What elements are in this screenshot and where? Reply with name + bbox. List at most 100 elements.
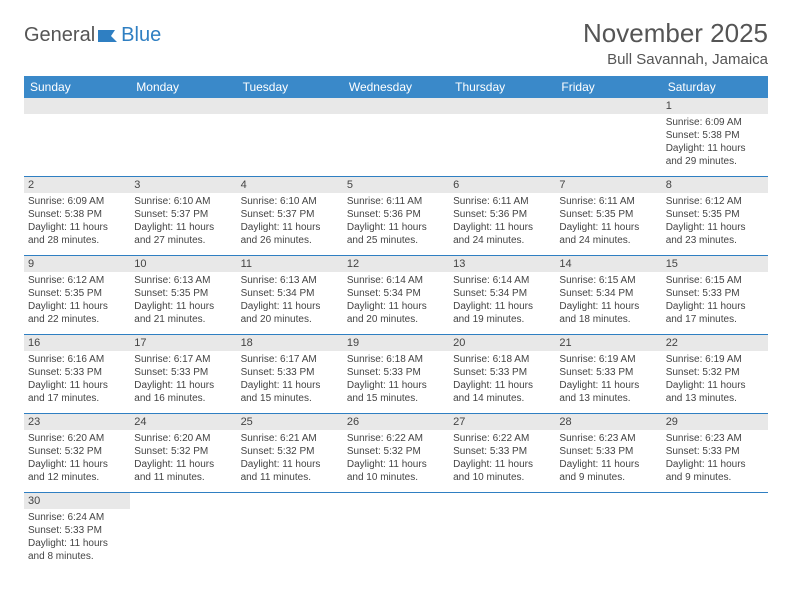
weekday-header: Thursday	[449, 76, 555, 98]
weekday-header: Monday	[130, 76, 236, 98]
title-block: November 2025 Bull Savannah, Jamaica	[583, 18, 768, 68]
calendar-cell	[662, 493, 768, 572]
daylight-text: Daylight: 11 hours and 13 minutes.	[559, 379, 657, 405]
day-content: Sunrise: 6:13 AMSunset: 5:34 PMDaylight:…	[237, 272, 343, 328]
calendar-cell: 8Sunrise: 6:12 AMSunset: 5:35 PMDaylight…	[662, 177, 768, 256]
day-number: 30	[24, 493, 130, 509]
sunset-text: Sunset: 5:33 PM	[347, 366, 445, 379]
sunrise-text: Sunrise: 6:19 AM	[559, 353, 657, 366]
day-number: 2	[24, 177, 130, 193]
sunrise-text: Sunrise: 6:21 AM	[241, 432, 339, 445]
day-number-empty	[237, 98, 343, 114]
day-number: 21	[555, 335, 661, 351]
header: General Blue November 2025 Bull Savannah…	[24, 18, 768, 68]
day-content: Sunrise: 6:23 AMSunset: 5:33 PMDaylight:…	[555, 430, 661, 486]
sunset-text: Sunset: 5:33 PM	[666, 445, 764, 458]
day-number: 1	[662, 98, 768, 114]
sunset-text: Sunset: 5:34 PM	[347, 287, 445, 300]
day-number: 28	[555, 414, 661, 430]
day-content: Sunrise: 6:11 AMSunset: 5:35 PMDaylight:…	[555, 193, 661, 249]
day-content: Sunrise: 6:11 AMSunset: 5:36 PMDaylight:…	[449, 193, 555, 249]
calendar-cell	[449, 493, 555, 572]
calendar-cell: 11Sunrise: 6:13 AMSunset: 5:34 PMDayligh…	[237, 256, 343, 335]
calendar-cell: 26Sunrise: 6:22 AMSunset: 5:32 PMDayligh…	[343, 414, 449, 493]
calendar-row: 2Sunrise: 6:09 AMSunset: 5:38 PMDaylight…	[24, 177, 768, 256]
sunset-text: Sunset: 5:33 PM	[559, 366, 657, 379]
calendar-cell: 20Sunrise: 6:18 AMSunset: 5:33 PMDayligh…	[449, 335, 555, 414]
calendar-cell: 23Sunrise: 6:20 AMSunset: 5:32 PMDayligh…	[24, 414, 130, 493]
day-content: Sunrise: 6:17 AMSunset: 5:33 PMDaylight:…	[130, 351, 236, 407]
calendar-cell: 15Sunrise: 6:15 AMSunset: 5:33 PMDayligh…	[662, 256, 768, 335]
day-number: 16	[24, 335, 130, 351]
day-content: Sunrise: 6:09 AMSunset: 5:38 PMDaylight:…	[662, 114, 768, 170]
sunset-text: Sunset: 5:38 PM	[666, 129, 764, 142]
day-number-empty	[24, 98, 130, 114]
daylight-text: Daylight: 11 hours and 8 minutes.	[28, 537, 126, 563]
sunset-text: Sunset: 5:35 PM	[666, 208, 764, 221]
day-number: 14	[555, 256, 661, 272]
day-content: Sunrise: 6:21 AMSunset: 5:32 PMDaylight:…	[237, 430, 343, 486]
day-content: Sunrise: 6:20 AMSunset: 5:32 PMDaylight:…	[130, 430, 236, 486]
sunrise-text: Sunrise: 6:20 AM	[28, 432, 126, 445]
daylight-text: Daylight: 11 hours and 16 minutes.	[134, 379, 232, 405]
sunrise-text: Sunrise: 6:19 AM	[666, 353, 764, 366]
logo-text-1: General	[24, 24, 95, 47]
daylight-text: Daylight: 11 hours and 13 minutes.	[666, 379, 764, 405]
calendar-cell: 1Sunrise: 6:09 AMSunset: 5:38 PMDaylight…	[662, 98, 768, 177]
calendar-cell: 30Sunrise: 6:24 AMSunset: 5:33 PMDayligh…	[24, 493, 130, 572]
calendar: Sunday Monday Tuesday Wednesday Thursday…	[24, 76, 768, 571]
calendar-cell: 16Sunrise: 6:16 AMSunset: 5:33 PMDayligh…	[24, 335, 130, 414]
weekday-header: Wednesday	[343, 76, 449, 98]
sunrise-text: Sunrise: 6:17 AM	[241, 353, 339, 366]
daylight-text: Daylight: 11 hours and 26 minutes.	[241, 221, 339, 247]
sunrise-text: Sunrise: 6:14 AM	[453, 274, 551, 287]
calendar-cell	[449, 98, 555, 177]
day-number: 25	[237, 414, 343, 430]
calendar-row: 30Sunrise: 6:24 AMSunset: 5:33 PMDayligh…	[24, 493, 768, 572]
sunrise-text: Sunrise: 6:16 AM	[28, 353, 126, 366]
sunset-text: Sunset: 5:33 PM	[28, 366, 126, 379]
daylight-text: Daylight: 11 hours and 17 minutes.	[666, 300, 764, 326]
day-content: Sunrise: 6:14 AMSunset: 5:34 PMDaylight:…	[343, 272, 449, 328]
calendar-cell	[343, 98, 449, 177]
sunrise-text: Sunrise: 6:12 AM	[666, 195, 764, 208]
daylight-text: Daylight: 11 hours and 21 minutes.	[134, 300, 232, 326]
day-number-empty	[555, 98, 661, 114]
day-number: 9	[24, 256, 130, 272]
day-number: 24	[130, 414, 236, 430]
calendar-row: 9Sunrise: 6:12 AMSunset: 5:35 PMDaylight…	[24, 256, 768, 335]
weekday-header: Friday	[555, 76, 661, 98]
sunrise-text: Sunrise: 6:13 AM	[134, 274, 232, 287]
daylight-text: Daylight: 11 hours and 9 minutes.	[559, 458, 657, 484]
daylight-text: Daylight: 11 hours and 25 minutes.	[347, 221, 445, 247]
daylight-text: Daylight: 11 hours and 22 minutes.	[28, 300, 126, 326]
calendar-cell: 12Sunrise: 6:14 AMSunset: 5:34 PMDayligh…	[343, 256, 449, 335]
daylight-text: Daylight: 11 hours and 15 minutes.	[347, 379, 445, 405]
calendar-cell: 25Sunrise: 6:21 AMSunset: 5:32 PMDayligh…	[237, 414, 343, 493]
calendar-cell	[343, 493, 449, 572]
calendar-cell: 21 Sunrise: 6:19 AMSunset: 5:33 PMDayligh…	[555, 335, 661, 414]
calendar-cell: 3Sunrise: 6:10 AMSunset: 5:37 PMDaylight…	[130, 177, 236, 256]
calendar-cell	[24, 98, 130, 177]
daylight-text: Daylight: 11 hours and 14 minutes.	[453, 379, 551, 405]
daylight-text: Daylight: 11 hours and 23 minutes.	[666, 221, 764, 247]
day-number: 10	[130, 256, 236, 272]
calendar-row: 1Sunrise: 6:09 AMSunset: 5:38 PMDaylight…	[24, 98, 768, 177]
calendar-cell: 28Sunrise: 6:23 AMSunset: 5:33 PMDayligh…	[555, 414, 661, 493]
calendar-cell: 7Sunrise: 6:11 AMSunset: 5:35 PMDaylight…	[555, 177, 661, 256]
day-content: Sunrise: 6:16 AMSunset: 5:33 PMDaylight:…	[24, 351, 130, 407]
day-number-empty	[130, 98, 236, 114]
sunset-text: Sunset: 5:34 PM	[241, 287, 339, 300]
calendar-row: 16Sunrise: 6:16 AMSunset: 5:33 PMDayligh…	[24, 335, 768, 414]
day-number-empty	[449, 98, 555, 114]
sunset-text: Sunset: 5:33 PM	[134, 366, 232, 379]
day-content: Sunrise: 6:24 AMSunset: 5:33 PMDaylight:…	[24, 509, 130, 565]
sunrise-text: Sunrise: 6:14 AM	[347, 274, 445, 287]
day-content: Sunrise: 6:20 AMSunset: 5:32 PMDaylight:…	[24, 430, 130, 486]
day-number-empty	[343, 98, 449, 114]
sunrise-text: Sunrise: 6:17 AM	[134, 353, 232, 366]
daylight-text: Daylight: 11 hours and 15 minutes.	[241, 379, 339, 405]
calendar-cell: 6Sunrise: 6:11 AMSunset: 5:36 PMDaylight…	[449, 177, 555, 256]
day-number: 17	[130, 335, 236, 351]
day-content: Sunrise: 6:13 AMSunset: 5:35 PMDaylight:…	[130, 272, 236, 328]
